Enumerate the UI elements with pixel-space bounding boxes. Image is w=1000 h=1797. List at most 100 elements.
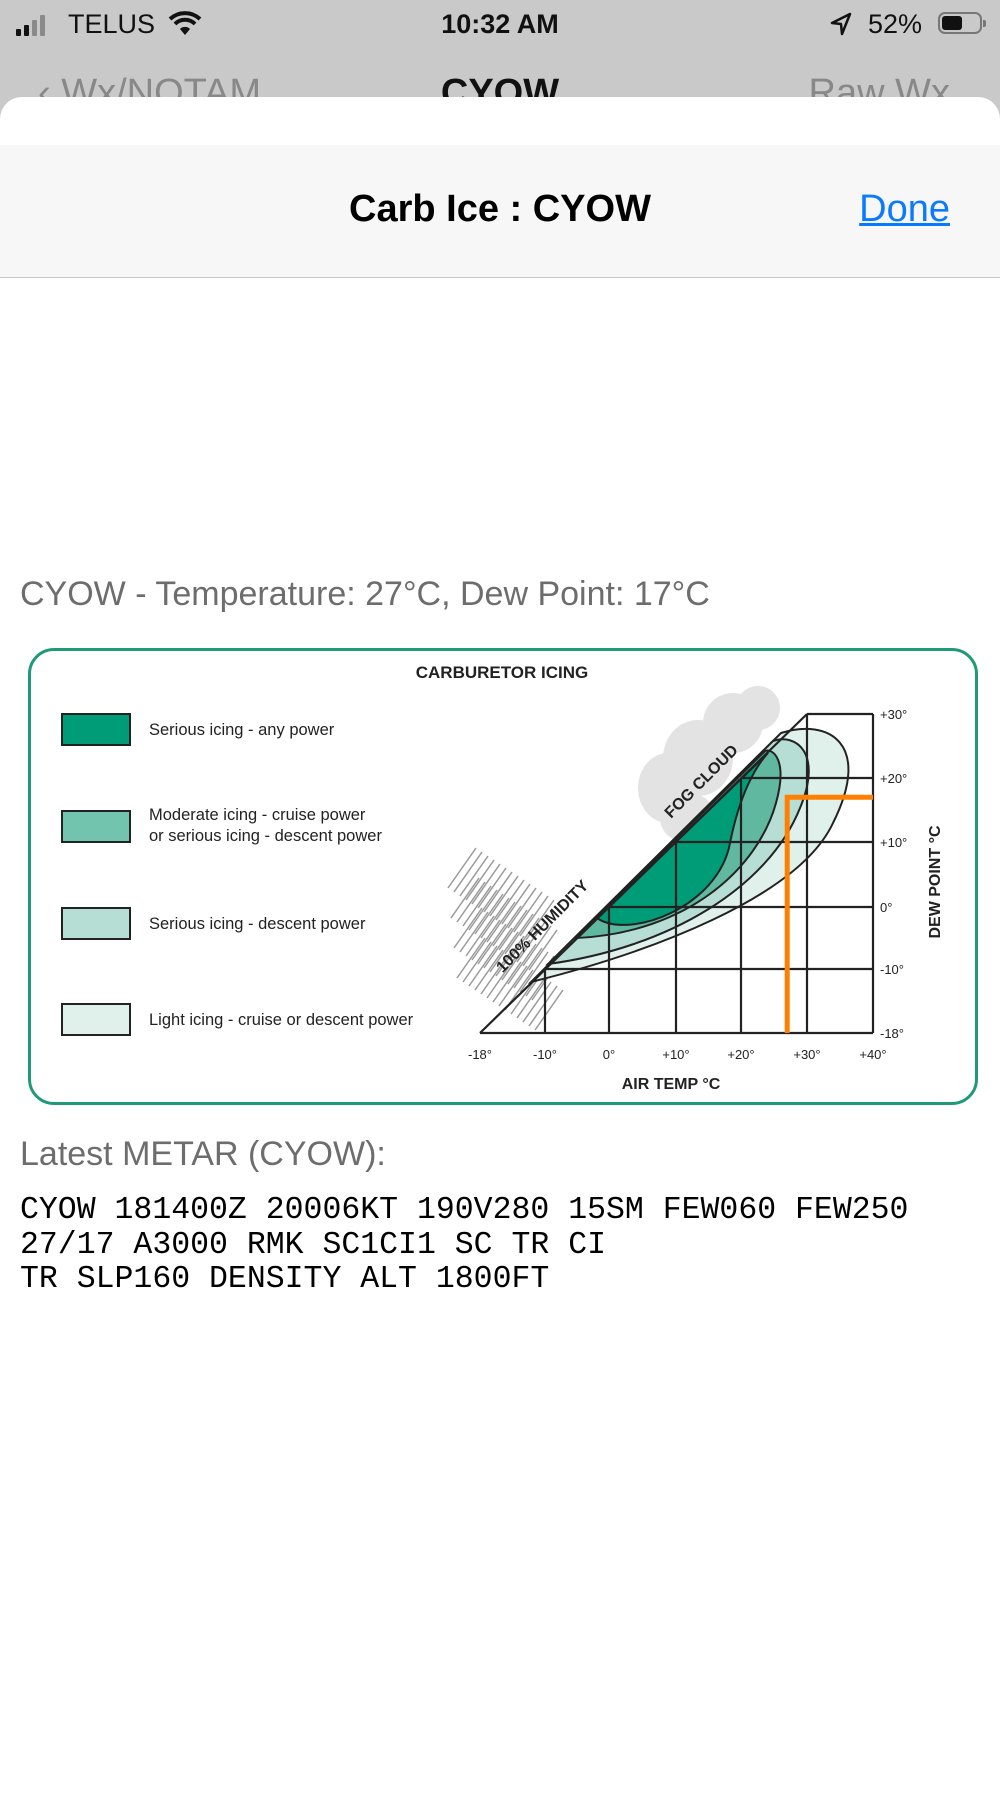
hatch-mark — [471, 919, 501, 961]
hatch-mark — [489, 875, 519, 917]
hatch-mark — [513, 947, 543, 989]
hatch-mark — [447, 847, 477, 889]
done-button[interactable]: Done — [859, 188, 950, 230]
hatch-mark — [522, 981, 552, 1023]
hatch-mark — [483, 871, 513, 913]
hatch-mark — [534, 989, 564, 1031]
x-tick-label: +20° — [727, 1047, 754, 1062]
hatch-mark — [468, 945, 498, 987]
hatch-mark — [453, 851, 483, 893]
hatch-mark — [507, 887, 537, 929]
hatch-mark — [519, 895, 549, 937]
metar-line: CYOW 181400Z 20006KT 190V280 15SM FEW060… — [20, 1193, 909, 1228]
signal-icon — [16, 14, 45, 36]
carrier: TELUS — [68, 9, 156, 39]
legend-item: Serious icing - descent power — [61, 907, 366, 940]
legend-label: Light icing - cruise or descent power — [149, 1011, 414, 1029]
hatch-mark — [528, 929, 558, 971]
x-tick-label: -18° — [468, 1047, 492, 1062]
location-arrow-icon — [830, 12, 852, 36]
hatch-mark — [465, 915, 495, 957]
x-tick-label: 0° — [603, 1047, 615, 1062]
hatch-mark — [519, 951, 549, 993]
hatch-mark — [462, 885, 492, 927]
hatch-mark — [456, 881, 486, 923]
hatch-mark — [495, 935, 525, 977]
humidity-line — [479, 713, 808, 1034]
x-axis-label: AIR TEMP °C — [622, 1076, 721, 1093]
legend-label: Moderate icing - cruise power — [149, 806, 366, 824]
status-bar: TELUS 10:32 AM 52% — [0, 0, 1000, 52]
metar-line: TR SLP160 DENSITY ALT 1800FT — [20, 1262, 550, 1297]
legend-label: Serious icing - descent power — [149, 915, 366, 933]
navbar: Carb Ice : CYOW Done — [0, 145, 1000, 278]
y-axis-label: DEW POINT °C — [927, 825, 944, 939]
page-title: Carb Ice : CYOW — [349, 188, 651, 230]
hatch-mark — [492, 961, 522, 1003]
metar-text: CYOW 181400Z 20006KT 190V280 15SM FEW060… — [20, 1193, 909, 1298]
chart-title: CARBURETOR ICING — [416, 663, 589, 682]
hatch-mark — [501, 939, 531, 981]
hatch-mark — [492, 905, 522, 947]
y-tick-label: 0° — [880, 900, 892, 915]
wifi-icon — [168, 11, 202, 35]
hatch-mark — [468, 889, 498, 931]
x-tick-label: +10° — [662, 1047, 689, 1062]
legend-swatch — [61, 907, 131, 940]
hatch-mark — [474, 893, 504, 935]
y-tick-label: -10° — [880, 962, 904, 977]
legend-swatch — [61, 810, 131, 843]
hatch-mark — [450, 877, 480, 919]
y-tick-label: +20° — [880, 771, 907, 786]
legend-swatch — [61, 713, 131, 746]
hatch-mark — [459, 911, 489, 953]
x-tick-label: +40° — [859, 1047, 886, 1062]
hatch-mark — [459, 855, 489, 897]
hatch-mark — [525, 899, 555, 941]
modal-sheet: Carb Ice : CYOW Done CYOW - Temperature:… — [0, 97, 1000, 1797]
hatch-mark — [477, 867, 507, 909]
hatch-mark — [453, 907, 483, 949]
hatch-mark — [498, 965, 528, 1007]
legend-label: or serious icing - descent power — [149, 827, 382, 845]
y-tick-label: +10° — [880, 835, 907, 850]
hatch-mark — [462, 941, 492, 983]
conditions-text: CYOW - Temperature: 27°C, Dew Point: 17°… — [20, 575, 710, 613]
hatch-mark — [471, 863, 501, 905]
hatch-mark — [510, 917, 540, 959]
metar-line: 27/17 A3000 RMK SC1CI1 SC TR CI — [20, 1227, 606, 1263]
hatch-mark — [480, 897, 510, 939]
legend-item: Light icing - cruise or descent power — [61, 1003, 414, 1036]
fog-cloud-shape — [638, 686, 780, 843]
y-tick-label: +30° — [880, 707, 907, 722]
hatch-mark — [480, 953, 510, 995]
carb-icing-chart: CARBURETOR ICING Serious icing - any pow… — [28, 648, 978, 1105]
hatch-mark — [507, 943, 537, 985]
x-tick-label: +30° — [793, 1047, 820, 1062]
hatch-mark — [465, 859, 495, 901]
hatch-mark — [516, 921, 546, 963]
hatch-mark — [516, 977, 546, 1019]
legend-item: Serious icing - any power — [61, 713, 335, 746]
legend-item: Moderate icing - cruise power or serious … — [61, 806, 382, 845]
current-conditions-marker — [784, 794, 873, 1033]
hatch-mark — [477, 923, 507, 965]
hatch-mark — [483, 927, 513, 969]
hatch-mark — [474, 949, 504, 991]
hatch-mark — [528, 985, 558, 1027]
hatch-mark — [504, 913, 534, 955]
legend-swatch — [61, 1003, 131, 1036]
hatch-mark — [501, 883, 531, 925]
battery-percent: 52% — [867, 9, 922, 39]
clock: 10:32 AM — [441, 9, 559, 39]
hatch-mark — [489, 931, 519, 973]
y-tick-label: -18° — [880, 1026, 904, 1041]
hatch-mark — [456, 937, 486, 979]
metar-label: Latest METAR (CYOW): — [20, 1135, 386, 1173]
hatch-mark — [513, 891, 543, 933]
humidity-hatch — [447, 847, 564, 1031]
zone-serious-any — [595, 752, 769, 926]
hatch-mark — [495, 879, 525, 921]
hatch-mark — [486, 957, 516, 999]
hatch-mark — [486, 901, 516, 943]
